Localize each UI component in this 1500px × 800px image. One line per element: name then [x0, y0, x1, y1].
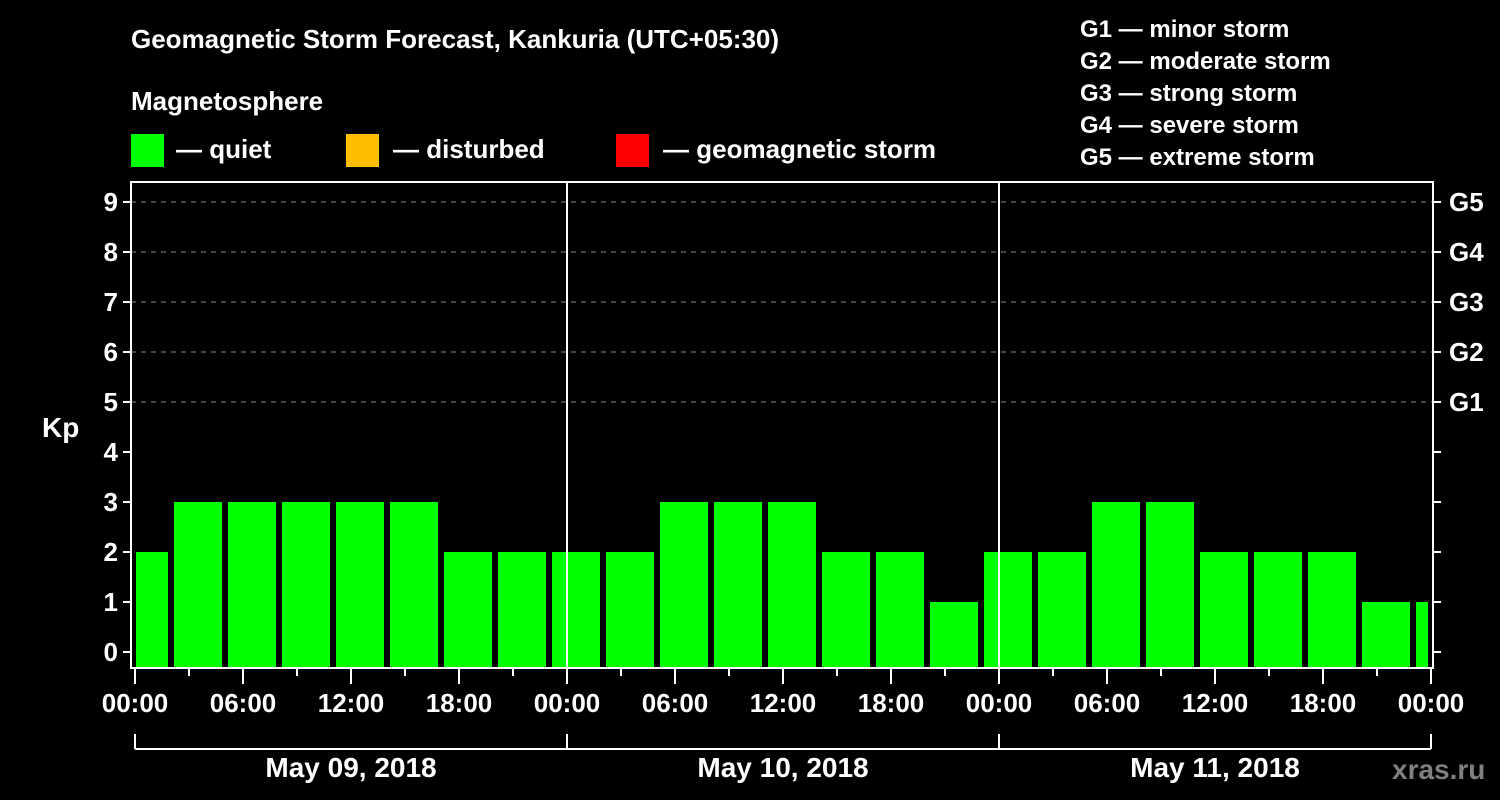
- y-tick-label: 7: [103, 287, 118, 317]
- x-tick-label: 12:00: [1181, 688, 1249, 718]
- kp-bar: [1254, 552, 1302, 667]
- kp-bar: [984, 552, 1032, 667]
- kp-bar: [768, 502, 816, 667]
- x-tick-label: 00:00: [101, 688, 169, 718]
- storm-scale-g2: G2 — moderate storm: [1080, 48, 1331, 75]
- kp-bar: [390, 502, 438, 667]
- kp-bar: [876, 552, 924, 667]
- x-tick-label: 06:00: [209, 688, 277, 718]
- storm-scale-list: G1 — minor storm G2 — moderate storm G3 …: [1080, 14, 1331, 174]
- x-tick-label: 18:00: [425, 688, 493, 718]
- kp-bar: [714, 502, 762, 667]
- storm-scale-g5: G5 — extreme storm: [1080, 144, 1315, 171]
- x-tick-label: 12:00: [749, 688, 817, 718]
- y-tick-label: 8: [103, 237, 118, 267]
- kp-bar: [606, 552, 654, 667]
- legend-label-disturbed: — disturbed: [393, 134, 545, 164]
- y-tick-label: 1: [103, 587, 118, 617]
- kp-bar: [552, 552, 600, 667]
- g-tick-label: G2: [1449, 337, 1484, 367]
- g-tick-label: G3: [1449, 287, 1484, 317]
- y-tick-label: 4: [103, 437, 118, 467]
- kp-bar: [1092, 502, 1140, 667]
- kp-bar: [660, 502, 708, 667]
- kp-bar: [174, 502, 222, 667]
- legend-heading: Magnetosphere: [131, 86, 324, 116]
- legend-swatch-storm: [616, 134, 649, 167]
- kp-bar: [1308, 552, 1356, 667]
- kp-bar: [1362, 602, 1410, 667]
- g-tick-label: G1: [1449, 387, 1484, 417]
- storm-scale-g3: G3 — strong storm: [1080, 80, 1298, 107]
- legend-swatch-quiet: [131, 134, 164, 167]
- kp-bar: [498, 552, 546, 667]
- y-axis-label: Kp: [42, 412, 80, 443]
- legend-label-quiet: — quiet: [176, 134, 272, 164]
- x-tick-label: 00:00: [1397, 688, 1465, 718]
- legend-label-storm: — geomagnetic storm: [663, 134, 937, 164]
- day-label: May 10, 2018: [697, 752, 869, 783]
- day-label: May 11, 2018: [1130, 752, 1300, 783]
- day-label: May 09, 2018: [265, 752, 437, 783]
- y-tick-label: 0: [103, 637, 118, 667]
- x-tick-label: 18:00: [857, 688, 925, 718]
- x-tick-label: 12:00: [317, 688, 385, 718]
- kp-bar: [228, 502, 276, 667]
- y-tick-label: 2: [103, 537, 118, 567]
- g-tick-label: G4: [1449, 237, 1484, 267]
- kp-bar: [282, 502, 330, 667]
- kp-bar: [1146, 502, 1194, 667]
- g-tick-label: G5: [1449, 187, 1484, 217]
- kp-bar: [930, 602, 978, 667]
- kp-bar: [1200, 552, 1248, 667]
- x-tick-label: 06:00: [641, 688, 709, 718]
- kp-bar: [136, 552, 168, 667]
- kp-bar: [822, 552, 870, 667]
- y-tick-label: 6: [103, 337, 118, 367]
- storm-scale-g4: G4 — severe storm: [1080, 112, 1299, 139]
- watermark: xras.ru: [1392, 754, 1486, 785]
- x-tick-label: 00:00: [965, 688, 1033, 718]
- kp-bar: [444, 552, 492, 667]
- y-tick-label: 5: [103, 387, 118, 417]
- x-tick-label: 18:00: [1289, 688, 1357, 718]
- storm-scale-g1: G1 — minor storm: [1080, 16, 1290, 43]
- legend-swatch-disturbed: [346, 134, 379, 167]
- y-tick-label: 3: [103, 487, 118, 517]
- kp-bar: [1416, 602, 1428, 667]
- kp-bar: [1038, 552, 1086, 667]
- chart-title: Geomagnetic Storm Forecast, Kankuria (UT…: [131, 24, 780, 54]
- y-tick-label: 9: [103, 187, 118, 217]
- x-tick-label: 00:00: [533, 688, 601, 718]
- kp-bar: [336, 502, 384, 667]
- x-tick-label: 06:00: [1073, 688, 1141, 718]
